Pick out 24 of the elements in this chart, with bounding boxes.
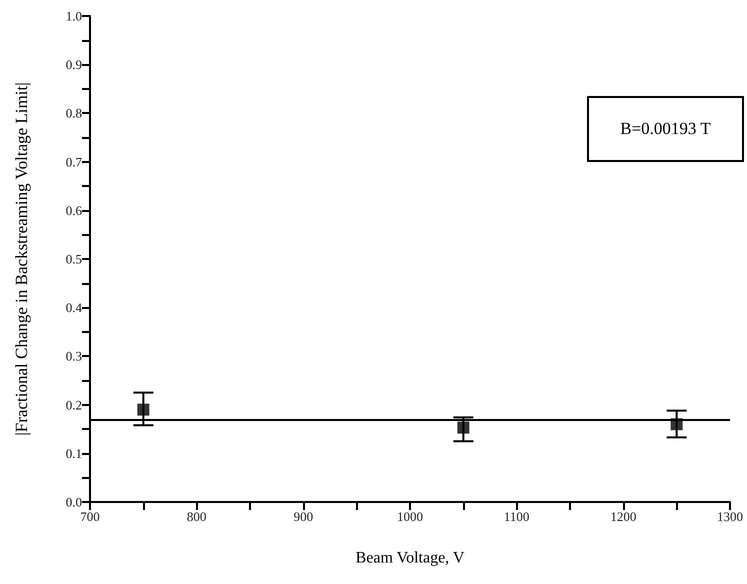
x-axis-title: Beam Voltage, V — [356, 550, 465, 566]
x-tick-label: 800 — [186, 509, 206, 524]
y-tick-label: 0.1 — [66, 446, 82, 461]
point — [137, 404, 150, 416]
y-tick-label: 0.2 — [66, 397, 82, 412]
y-tick-label: 0.0 — [66, 494, 82, 510]
x-tick-label: 1100 — [504, 509, 530, 524]
point — [457, 422, 470, 434]
y-tick-label: 0.5 — [66, 252, 82, 266]
y-tick-label: 0.8 — [66, 106, 82, 121]
text-box: B=0.00193 T — [587, 96, 744, 162]
point — [670, 418, 683, 430]
y-tick-label: 0.7 — [66, 154, 82, 170]
y-tick-label: 0.6 — [66, 202, 82, 218]
x-tick-label: 700 — [80, 509, 100, 524]
y-axis-title: |Fractional Change in Backstreaming Voltage Limit| — [12, 82, 31, 436]
y-tick-label: 0.9 — [66, 57, 82, 72]
y-tick-label: 0.3 — [66, 348, 82, 364]
x-tick-label: 900 — [294, 509, 314, 524]
x-tick-label: 1200 — [610, 509, 636, 524]
x-tick-label: 1000 — [397, 509, 423, 524]
y-tick-label: 0.4 — [66, 300, 82, 316]
x-tick-label: 1300 — [717, 509, 743, 524]
y-tick-label: 1.0 — [66, 8, 82, 24]
